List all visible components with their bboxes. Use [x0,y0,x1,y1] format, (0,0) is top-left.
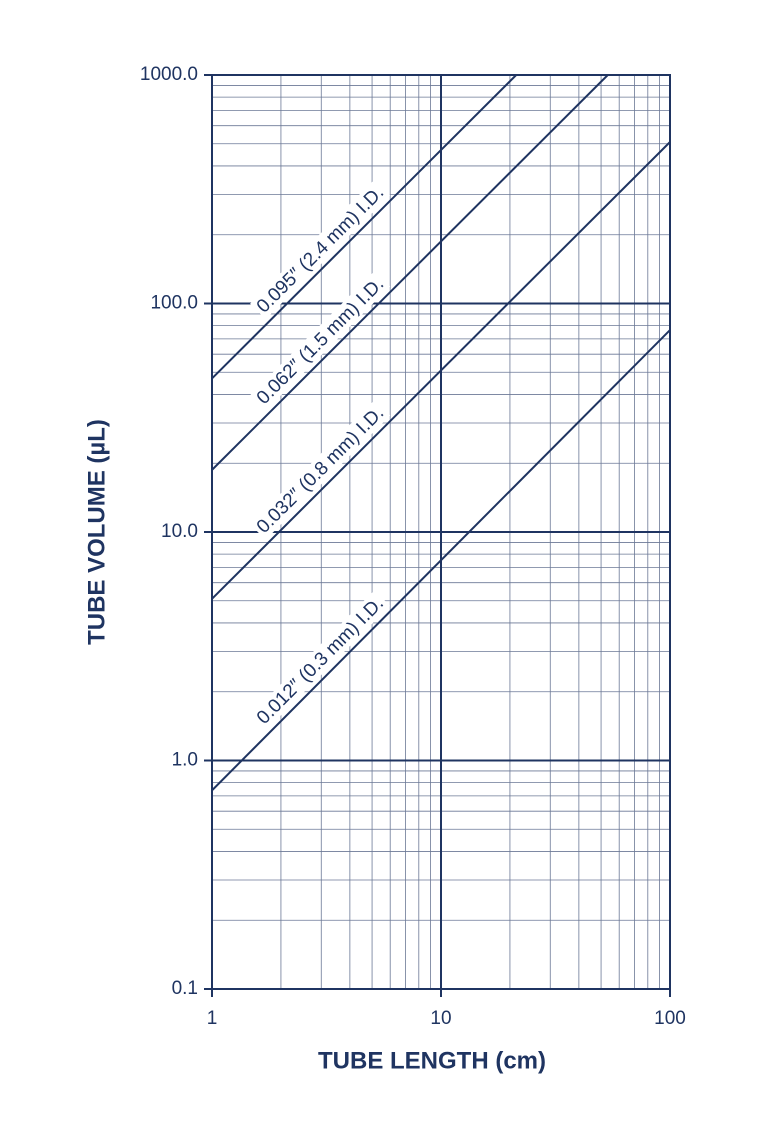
y-tick-label: 10.0 [161,521,198,542]
y-tick-label: 1000.0 [140,64,198,85]
y-tick-label: 0.1 [172,978,198,999]
x-axis-label: TUBE LENGTH (cm) [318,1047,546,1074]
series-label: 0.012″ (0.3 mm) I.D. [253,593,388,729]
y-tick-label: 100.0 [150,293,198,314]
series-line [211,74,609,471]
x-tick-label: 1 [207,1008,218,1029]
x-tick-label: 10 [430,1008,451,1029]
label-background [250,179,391,320]
series-label-group: 0.012″ (0.3 mm) I.D. [250,590,390,731]
series-line [211,74,517,380]
y-axis-label: TUBE VOLUME (µL) [83,419,110,645]
y-tick-label: 1.0 [172,750,198,771]
label-background [250,399,391,540]
series-line [211,329,671,792]
label-background [250,270,391,411]
plot-frame [211,74,671,990]
series-line [211,141,671,600]
series-label-group: 0.032″ (0.8 mm) I.D. [250,399,391,540]
label-background [250,590,390,731]
x-tick-label: 100 [654,1008,686,1029]
